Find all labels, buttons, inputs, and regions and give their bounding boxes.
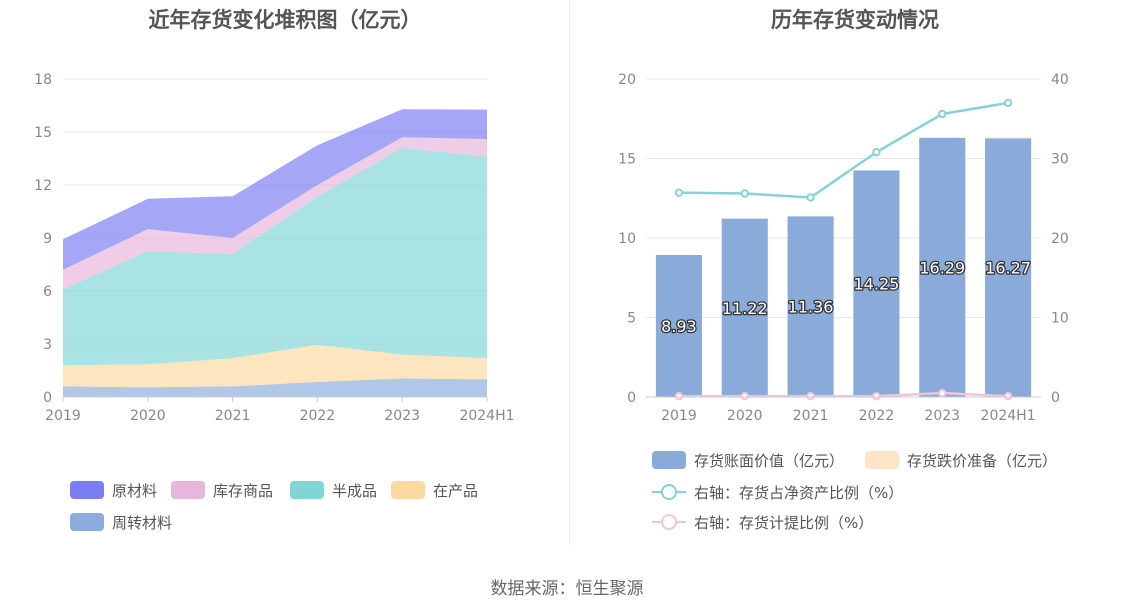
y-tick-label: 9 bbox=[43, 231, 52, 247]
legend-item[interactable]: 周转材料 bbox=[70, 512, 172, 532]
area-series bbox=[63, 344, 487, 388]
x-tick-label: 2020 bbox=[727, 408, 763, 424]
area-series bbox=[63, 109, 487, 270]
legend-swatch bbox=[865, 451, 899, 469]
line-point bbox=[1003, 392, 1013, 401]
line-point bbox=[806, 392, 815, 401]
y-tick-label: 0 bbox=[43, 390, 52, 406]
bar-data-label: 16.29 bbox=[919, 258, 965, 277]
x-tick-label: 2022 bbox=[859, 408, 895, 424]
y-right-tick-label: 30 bbox=[1051, 152, 1069, 168]
bar-book-value bbox=[985, 138, 1032, 397]
legend-label: 半成品 bbox=[332, 481, 378, 500]
line-series bbox=[678, 101, 1009, 199]
right-chart-title: 历年存货变动情况 bbox=[771, 8, 939, 32]
legend-item[interactable]: 原材料 bbox=[70, 480, 157, 500]
y-left-tick-label: 5 bbox=[627, 311, 636, 327]
chart-divider bbox=[569, 0, 570, 545]
line-point bbox=[740, 392, 749, 401]
y-left-tick-label: 0 bbox=[627, 390, 636, 406]
bar-data-label: 16.27 bbox=[985, 259, 1031, 278]
x-tick-label: 2024H1 bbox=[981, 408, 1036, 424]
bar-book-value bbox=[853, 170, 900, 397]
line-point bbox=[938, 109, 947, 119]
y-tick-label: 15 bbox=[34, 125, 52, 141]
data-source-note: 数据来源：恒生聚源 bbox=[490, 579, 644, 599]
y-left-tick-label: 20 bbox=[618, 72, 636, 88]
x-tick-label: 2019 bbox=[661, 408, 697, 424]
legend-line-swatch bbox=[652, 483, 686, 501]
line-point bbox=[872, 392, 881, 401]
x-tick-label: 2020 bbox=[130, 408, 166, 424]
legend-swatch bbox=[290, 481, 324, 499]
y-tick-label: 12 bbox=[34, 178, 52, 194]
legend-swatch bbox=[391, 481, 425, 499]
legend-label: 右轴：存货计提比例（%） bbox=[694, 513, 874, 532]
x-tick-label: 2019 bbox=[45, 408, 81, 424]
left-chart-title: 近年存货变化堆积图（亿元） bbox=[148, 8, 422, 32]
stacked-area-chart: 0 3 6 9 12 15 18 2019 2020 2021 2022 2023 2024H1 bbox=[34, 72, 514, 424]
line-point bbox=[1003, 98, 1013, 108]
y-right-tick-label: 20 bbox=[1051, 231, 1069, 247]
bar-book-value bbox=[721, 218, 768, 397]
legend-item[interactable]: 右轴：存货占净资产比例（%） bbox=[652, 482, 903, 502]
bar-line-chart: 0 5 10 15 20 0 10 20 30 40 8.93 11.22 11.36 14.25 16.2… bbox=[618, 72, 1069, 424]
legend-item[interactable]: 在产品 bbox=[391, 480, 478, 500]
y-tick-label: 6 bbox=[43, 284, 52, 300]
line-series bbox=[678, 391, 1009, 398]
legend-label: 存货跌价准备（亿元） bbox=[907, 451, 1058, 470]
legend-label: 右轴：存货占净资产比例（%） bbox=[694, 483, 904, 502]
bar-impairment bbox=[919, 137, 966, 138]
legend-label: 周转材料 bbox=[112, 513, 173, 532]
line-point bbox=[674, 392, 684, 401]
area-series bbox=[63, 137, 487, 290]
x-tick-label: 2021 bbox=[215, 408, 251, 424]
y-right-tick-label: 0 bbox=[1051, 390, 1060, 406]
x-tick-label: 2024H1 bbox=[459, 408, 514, 424]
bar-book-value bbox=[787, 216, 834, 397]
bar-book-value bbox=[919, 137, 966, 397]
legend-item[interactable]: 存货跌价准备（亿元） bbox=[865, 450, 1057, 470]
legend-swatch bbox=[652, 451, 686, 469]
legend-item[interactable]: 半成品 bbox=[290, 480, 377, 500]
bar-data-label: 11.36 bbox=[788, 298, 834, 317]
y-tick-label: 3 bbox=[43, 337, 52, 353]
legend-item[interactable]: 库存商品 bbox=[171, 480, 273, 500]
line-point bbox=[740, 189, 749, 198]
line-point bbox=[872, 147, 881, 157]
y-right-tick-label: 40 bbox=[1051, 72, 1069, 88]
y-left-tick-label: 10 bbox=[618, 231, 636, 247]
legend-swatch bbox=[70, 481, 104, 499]
x-tick-label: 2022 bbox=[300, 408, 336, 424]
legend-label: 库存商品 bbox=[213, 481, 274, 500]
bar-data-label: 14.25 bbox=[854, 275, 900, 294]
bar-book-value bbox=[655, 255, 702, 397]
line-point bbox=[938, 388, 947, 398]
legend-label: 在产品 bbox=[433, 481, 479, 500]
bar-impairment bbox=[985, 137, 1032, 139]
legend-label: 存货账面价值（亿元） bbox=[694, 451, 845, 470]
y-right-tick-label: 10 bbox=[1051, 311, 1069, 327]
x-tick-label: 2021 bbox=[793, 408, 829, 424]
legend-swatch bbox=[70, 513, 104, 531]
legend-item[interactable]: 右轴：存货计提比例（%） bbox=[652, 512, 873, 532]
line-point bbox=[806, 193, 815, 202]
legend-line-swatch bbox=[652, 513, 686, 531]
y-tick-label: 18 bbox=[34, 72, 52, 88]
y-left-tick-label: 15 bbox=[618, 152, 636, 168]
line-point bbox=[674, 188, 684, 197]
bar-data-label: 11.22 bbox=[722, 299, 768, 318]
x-tick-label: 2023 bbox=[924, 408, 960, 424]
bar-data-label: 8.93 bbox=[661, 317, 697, 336]
legend-label: 原材料 bbox=[112, 481, 158, 500]
area-series bbox=[63, 378, 487, 397]
legend-swatch bbox=[171, 481, 205, 499]
legend-item[interactable]: 存货账面价值（亿元） bbox=[652, 450, 844, 470]
area-series bbox=[63, 147, 487, 366]
x-tick-label: 2023 bbox=[384, 408, 420, 424]
